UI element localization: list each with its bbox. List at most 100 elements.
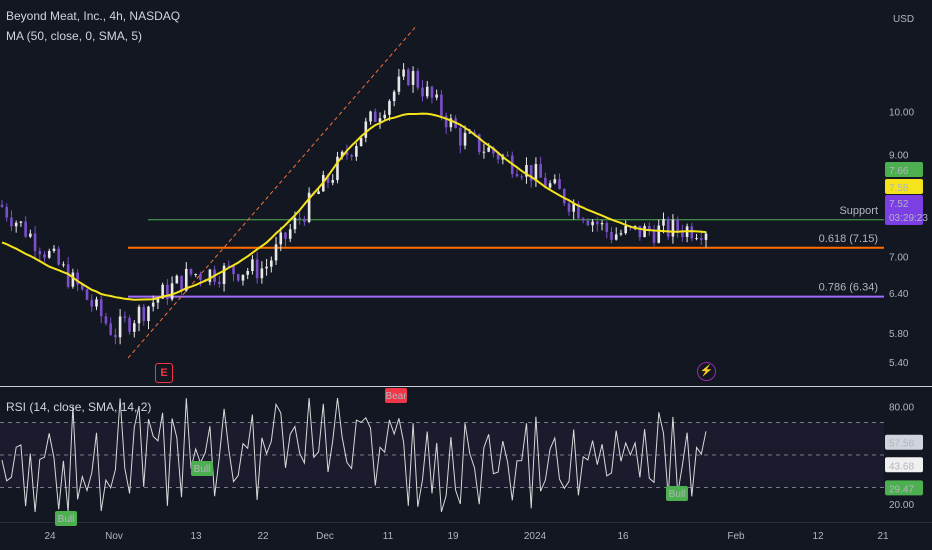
flash-event-icon[interactable]: ⚡ xyxy=(697,362,716,381)
price-tick-label: 5.80 xyxy=(889,329,909,340)
divergence-label: Bull xyxy=(58,514,75,525)
candle-body xyxy=(10,217,13,227)
rsi-value-label: 29.47 xyxy=(889,484,914,495)
candle-body xyxy=(638,225,642,238)
earnings-event-icon[interactable]: E xyxy=(155,363,173,383)
candle-body xyxy=(397,76,401,92)
candle-body xyxy=(218,281,221,284)
price-label-box xyxy=(885,162,923,177)
price-tick-label: 7.00 xyxy=(889,252,909,263)
candle-body xyxy=(331,180,335,183)
candle-body xyxy=(137,306,141,324)
candle-body xyxy=(520,176,524,178)
candle-body xyxy=(47,251,51,258)
candle-body xyxy=(161,284,164,299)
ma-legend[interactable]: MA (50, close, 0, SMA, 5) xyxy=(6,29,143,43)
candle-body xyxy=(345,151,349,156)
divergence-label: Bear xyxy=(385,391,407,402)
candle-body xyxy=(614,234,618,240)
candle-body xyxy=(274,244,278,261)
candle-body xyxy=(123,316,127,318)
time-tick-label: 24 xyxy=(44,531,56,542)
candle-body xyxy=(596,221,599,225)
price-tick-label: 6.40 xyxy=(889,289,909,300)
candle-body xyxy=(666,218,670,237)
rsi-value-label: 57.56 xyxy=(889,439,914,450)
price-label-box xyxy=(885,179,923,194)
candle-body xyxy=(90,299,94,307)
candle-body xyxy=(232,265,235,275)
candle-body xyxy=(425,86,429,97)
candle-body xyxy=(392,91,396,102)
candle-body xyxy=(340,151,344,157)
candle-body xyxy=(166,284,169,300)
candle-body xyxy=(567,203,571,212)
candle-body xyxy=(440,94,443,116)
candle-body xyxy=(359,137,363,147)
candle-body xyxy=(591,221,594,226)
candle-body xyxy=(643,226,646,238)
level-label: Support xyxy=(839,205,878,217)
price-tick-label: 10.00 xyxy=(889,108,914,119)
divergence-label: Bull xyxy=(194,464,211,475)
candle-body xyxy=(506,155,509,157)
candle-body xyxy=(104,316,108,324)
candle-body xyxy=(350,155,353,157)
candle-body xyxy=(473,132,476,135)
level-label: 0.786 (6.34) xyxy=(819,282,878,294)
candle-body xyxy=(681,231,684,238)
candle-body xyxy=(29,233,32,237)
candle-body xyxy=(57,248,60,265)
candle-body xyxy=(676,219,679,232)
time-tick-label: Nov xyxy=(105,531,123,542)
rsi-value-box xyxy=(885,434,923,450)
candle-body xyxy=(373,111,377,122)
candle-body xyxy=(600,223,604,225)
candle-body xyxy=(662,218,665,226)
candle-body xyxy=(227,265,231,267)
candle-body xyxy=(279,232,283,245)
price-tick-label: 5.40 xyxy=(889,358,909,369)
candle-body xyxy=(170,283,174,300)
candle-body xyxy=(260,268,264,279)
candle-body xyxy=(0,204,4,207)
candle-body xyxy=(114,334,117,338)
candle-body xyxy=(562,189,566,204)
divergence-badge xyxy=(55,511,77,526)
candle-body xyxy=(435,94,438,98)
candle-body xyxy=(449,118,453,128)
candle-body xyxy=(572,203,576,212)
divergence-label: Bull xyxy=(669,489,686,500)
candle-body xyxy=(699,238,703,240)
candle-body xyxy=(487,147,490,152)
candle-body xyxy=(66,264,70,287)
candle-body xyxy=(430,86,434,98)
candle-body xyxy=(492,147,495,154)
horizontal-lines: Support 0.618 (7.15) 0.786 (6.34) xyxy=(127,27,884,359)
candle-body xyxy=(255,259,259,279)
candle-body xyxy=(175,275,179,284)
rsi-legend[interactable]: RSI (14, close, SMA, 14, 2) xyxy=(6,400,152,414)
candle-body xyxy=(180,275,183,291)
time-tick-label: 2024 xyxy=(524,531,547,542)
candle-body xyxy=(444,115,448,128)
candle-body xyxy=(529,165,533,181)
candle-body xyxy=(194,274,198,276)
price-label-value: 7.58 xyxy=(889,183,909,194)
candle-body xyxy=(369,111,372,122)
candle-body xyxy=(421,87,424,97)
time-tick-label: 13 xyxy=(190,531,202,542)
trend-line xyxy=(127,27,416,359)
candle-body xyxy=(534,164,538,181)
candle-body xyxy=(189,268,193,275)
candle-body xyxy=(95,299,98,307)
candle-body xyxy=(307,192,311,222)
candle-body xyxy=(525,165,528,177)
time-tick-label: 22 xyxy=(257,531,269,542)
rsi-line xyxy=(1,398,707,513)
candle-body xyxy=(515,174,519,177)
candle-body xyxy=(482,151,486,153)
candle-body xyxy=(151,302,155,307)
rsi-value-label: 43.68 xyxy=(889,461,914,472)
